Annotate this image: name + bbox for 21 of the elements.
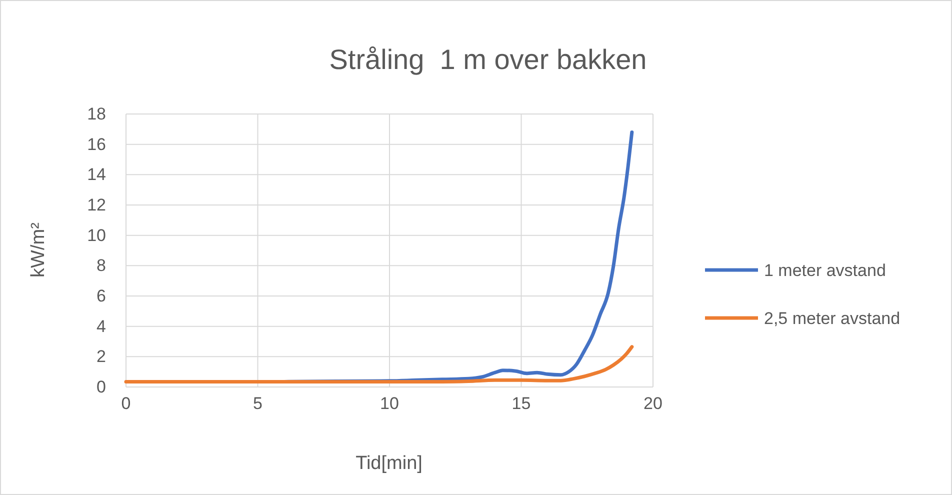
y-tick-label: 16 <box>87 134 106 154</box>
y-tick-label: 14 <box>87 165 106 184</box>
legend-label: 1 meter avstand <box>764 261 886 280</box>
chart-title: Stråling 1 m over bakken <box>329 44 647 75</box>
x-tick-label: 10 <box>380 394 399 414</box>
x-tick-label: 0 <box>121 394 131 414</box>
y-axis-title: kW/m² <box>28 222 49 278</box>
y-tick-label: 2 <box>96 347 106 366</box>
y-tick-label: 12 <box>87 195 106 214</box>
x-tick-label: 5 <box>253 394 262 414</box>
legend-label: 2,5 meter avstand <box>764 309 900 328</box>
x-tick-label: 20 <box>644 394 662 414</box>
line-series <box>124 345 634 384</box>
x-tick-label: 15 <box>512 394 531 414</box>
y-tick-label: 4 <box>96 316 106 336</box>
y-tick-label: 10 <box>87 226 106 245</box>
y-tick-label: 8 <box>96 256 106 276</box>
x-axis-title: Tid[min] <box>356 453 422 474</box>
y-tick-label: 0 <box>96 377 106 396</box>
y-tick-label: 6 <box>96 286 106 306</box>
y-tick-label: 18 <box>87 104 106 124</box>
